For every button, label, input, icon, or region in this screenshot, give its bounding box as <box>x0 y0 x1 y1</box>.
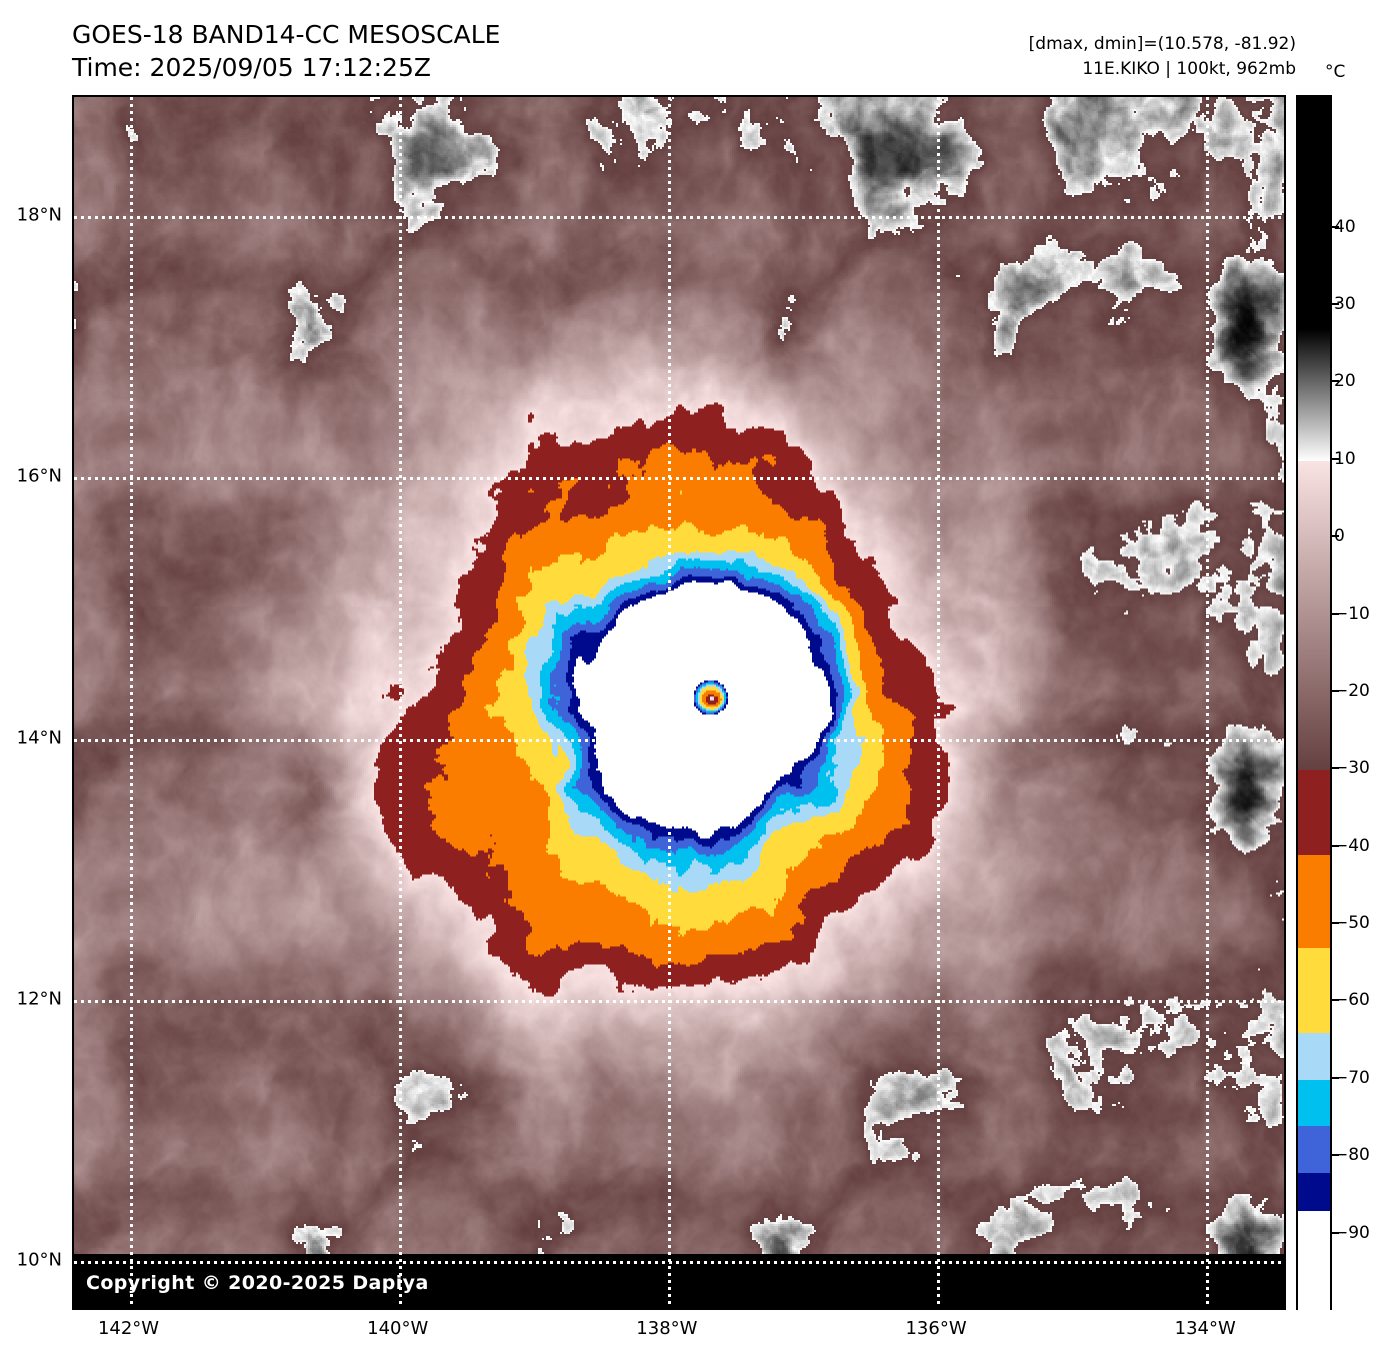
colorbar-tick-label: 40 <box>1334 216 1356 237</box>
colorbar-band-white-coldest <box>1298 1211 1330 1312</box>
colorbar-tickmark <box>1332 767 1339 770</box>
colorbar-band-mauve-ramp <box>1298 460 1330 771</box>
colorbar-tick-label: 0 <box>1334 526 1345 547</box>
colorbar-tick-label: −50 <box>1334 913 1370 934</box>
colorbar-tickmark <box>1332 380 1339 383</box>
colorbar-band-dark-red <box>1298 770 1330 856</box>
colorbar-band-hot-black <box>1298 97 1330 330</box>
colorbar-tick-label: −70 <box>1334 1067 1370 1088</box>
colorbar-tickmark <box>1332 999 1339 1002</box>
colorbar-tickmark <box>1332 225 1339 228</box>
colorbar-tickmark <box>1332 922 1339 925</box>
colorbar-band-yellow <box>1298 948 1330 1034</box>
copyright-label: Copyright © 2020-2025 Dapiya <box>86 1272 429 1294</box>
x-tick-142w: 142°W <box>97 1318 160 1339</box>
colorbar-tickmark <box>1332 1231 1339 1234</box>
colorbar-tick-label: −10 <box>1334 603 1370 624</box>
colorbar-tick-label: −20 <box>1334 680 1370 701</box>
colorbar-tick-label: −90 <box>1334 1222 1370 1243</box>
storm-info-label: 11E.KIKO | 100kt, 962mb <box>1082 59 1296 79</box>
colorbar-tickmark <box>1332 844 1339 847</box>
satellite-canvas-wrap <box>74 97 1284 1308</box>
title-block: GOES-18 BAND14-CC MESOSCALE Time: 2025/0… <box>72 18 500 84</box>
metadata-block: [dmax, dmin]=(10.578, -81.92) 11E.KIKO |… <box>1029 32 1296 82</box>
x-tick-138w: 138°W <box>636 1318 698 1339</box>
timestamp-label: Time: 2025/09/05 17:12:25Z <box>72 53 431 82</box>
colorbar-tick-label: −40 <box>1334 835 1370 856</box>
page-title: GOES-18 BAND14-CC MESOSCALE <box>72 20 501 49</box>
colorbar <box>1296 95 1332 1312</box>
colorbar-band-light-blue <box>1298 1033 1330 1080</box>
satellite-imagery-canvas <box>74 97 1284 1308</box>
colorbar-tick-label: −80 <box>1334 1145 1370 1166</box>
colorbar-tickmark <box>1332 535 1339 538</box>
x-tick-140w: 140°W <box>367 1318 429 1339</box>
colorbar-band-orange <box>1298 855 1330 949</box>
colorbar-tick-label: −60 <box>1334 990 1370 1011</box>
colorbar-band-cyan <box>1298 1079 1330 1127</box>
colorbar-band-navy <box>1298 1172 1330 1212</box>
colorbar-band-gray-ramp <box>1298 329 1330 461</box>
colorbar-tickmark <box>1332 612 1339 615</box>
colorbar-tick-label: 30 <box>1334 293 1356 314</box>
satellite-image-plot: Copyright © 2020-2025 Dapiya <box>72 95 1286 1310</box>
colorbar-tickmark <box>1332 689 1339 692</box>
colorbar-unit-label: °C <box>1325 62 1346 82</box>
colorbar-tick-label: −30 <box>1334 758 1370 779</box>
colorbar-tick-label: 20 <box>1334 371 1356 392</box>
colorbar-tickmark <box>1332 1154 1339 1157</box>
colorbar-band-royal-blue <box>1298 1126 1330 1173</box>
colorbar-tick-label: 10 <box>1334 448 1356 469</box>
colorbar-tickmark <box>1332 457 1339 460</box>
x-tick-136w: 136°W <box>905 1318 967 1339</box>
colorbar-tickmark <box>1332 302 1339 305</box>
x-tick-134w: 134°W <box>1174 1318 1236 1339</box>
colorbar-tickmark <box>1332 1076 1339 1079</box>
dminmax-label: [dmax, dmin]=(10.578, -81.92) <box>1028 34 1296 54</box>
